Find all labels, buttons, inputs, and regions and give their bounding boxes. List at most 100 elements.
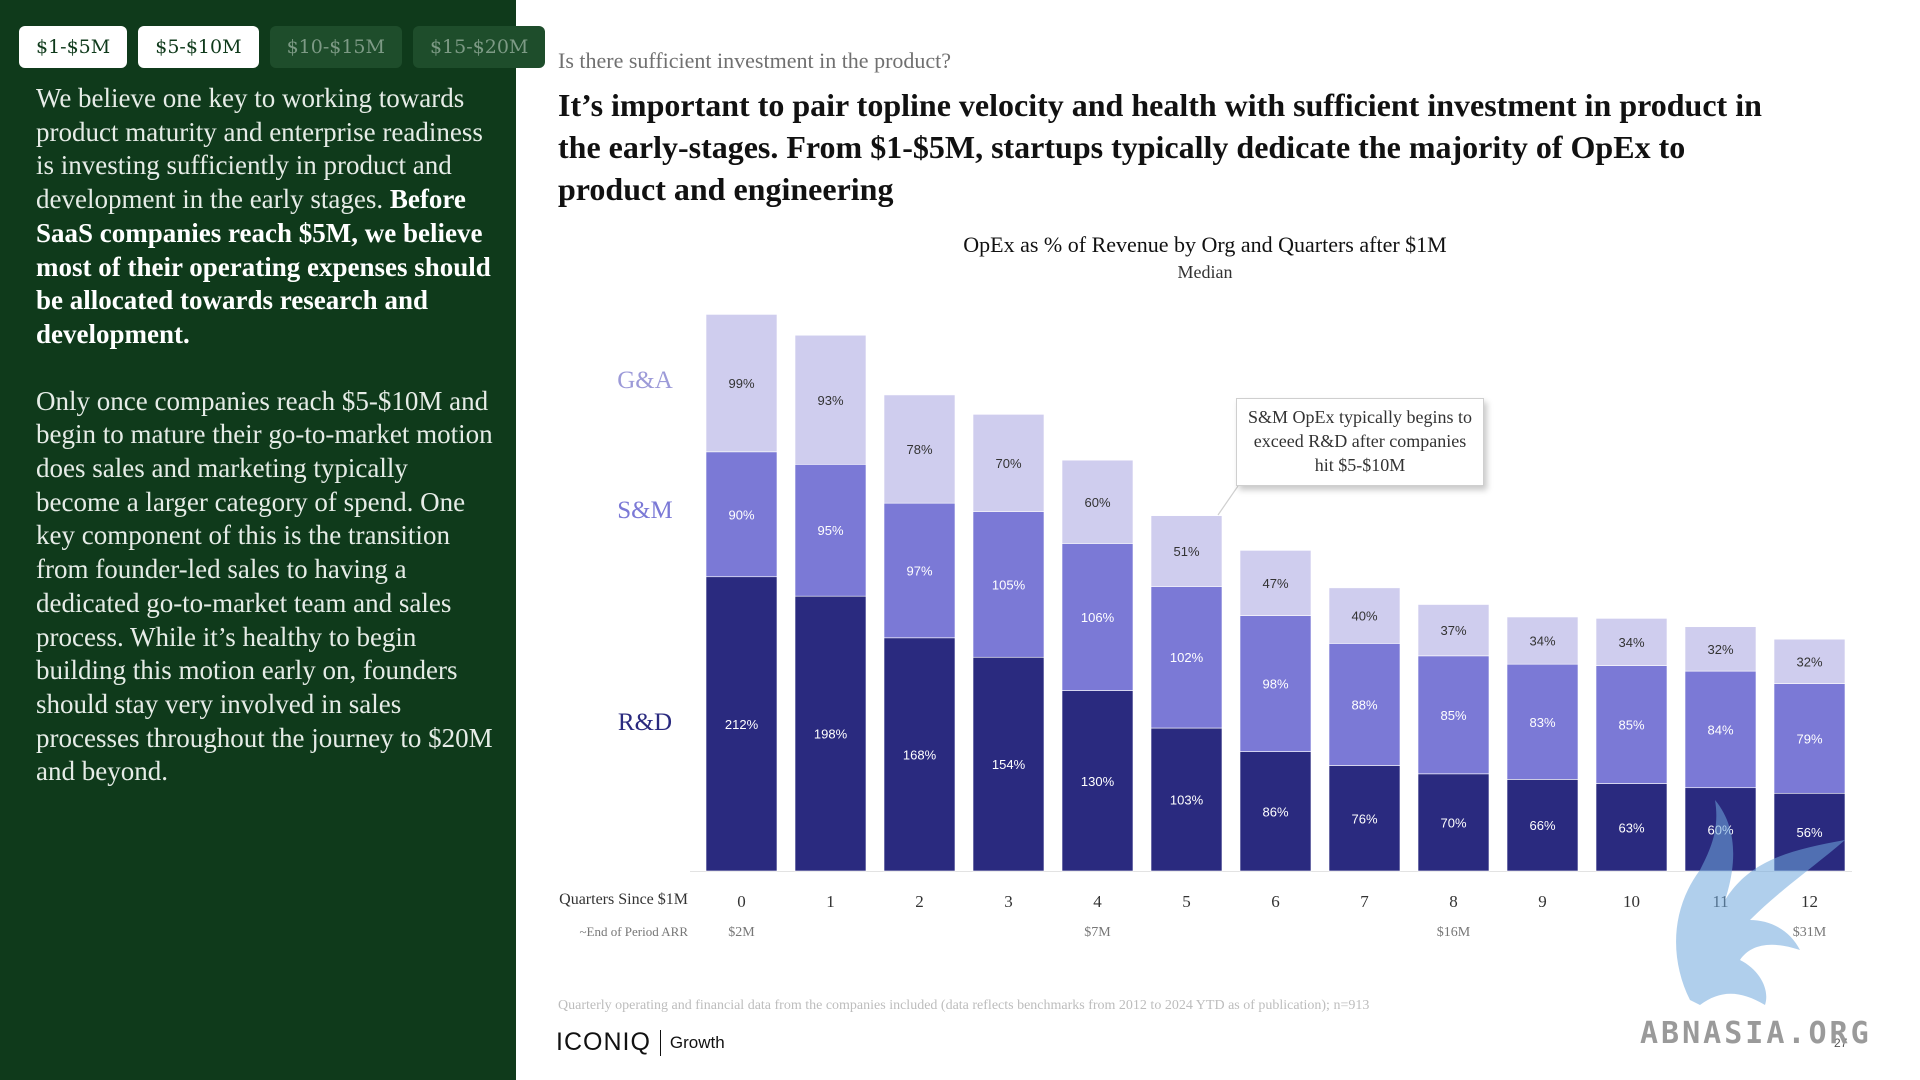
bar-ga-q3: [972, 414, 1045, 512]
bar-ga-q10: [1595, 618, 1668, 666]
x-tick-label: 9: [1538, 892, 1547, 911]
bar-sm-q6: [1239, 615, 1312, 752]
bar-ga-q11: [1684, 626, 1757, 672]
bar-ga-q0: [705, 314, 778, 453]
x-tick-label: 4: [1093, 892, 1102, 911]
data-label-sm-q4: 106%: [1081, 610, 1115, 625]
data-label-rd-q5: 103%: [1170, 793, 1204, 808]
bar-sm-q7: [1328, 643, 1401, 766]
data-label-ga-q4: 60%: [1084, 495, 1110, 510]
data-label-sm-q2: 97%: [906, 563, 932, 578]
x-tick-label: 0: [737, 892, 746, 911]
data-label-sm-q8: 85%: [1440, 708, 1466, 723]
page-number: 27: [1834, 1036, 1848, 1050]
data-label-rd-q12: 56%: [1796, 825, 1822, 840]
data-label-sm-q12: 79%: [1796, 731, 1822, 746]
bar-sm-q2: [883, 502, 956, 639]
data-label-sm-q1: 95%: [817, 523, 843, 538]
data-label-rd-q0: 212%: [725, 717, 759, 732]
bar-sm-q5: [1150, 586, 1223, 729]
data-label-rd-q6: 86%: [1262, 804, 1288, 819]
x-tick-label: 5: [1182, 892, 1191, 911]
page-headline: It’s important to pair topline velocity …: [558, 87, 1762, 207]
bar-sm-q1: [794, 464, 867, 597]
data-label-rd-q8: 70%: [1440, 815, 1466, 830]
tab-range-0[interactable]: $1-$5M: [19, 26, 128, 68]
data-label-rd-q3: 154%: [992, 757, 1026, 772]
tab-range-2[interactable]: $10-$15M: [269, 26, 402, 68]
callout-annotation: S&M OpEx typically begins to exceed R&D …: [1236, 398, 1484, 486]
data-label-ga-q8: 37%: [1440, 623, 1466, 638]
bar-ga-q8: [1417, 604, 1490, 657]
data-label-ga-q3: 70%: [995, 456, 1021, 471]
sidebar-paragraph-2: Only once companies reach $5-$10M and be…: [36, 385, 493, 787]
data-label-rd-q7: 76%: [1351, 811, 1377, 826]
logo-wordmark: ICONIQ: [556, 1028, 651, 1056]
iconiq-logo: ICONIQ Growth: [556, 1028, 725, 1057]
x-tick-label: 8: [1449, 892, 1458, 911]
data-label-ga-q9: 34%: [1529, 634, 1555, 649]
bar-ga-q2: [883, 394, 956, 504]
sidebar-p1-bold: Before SaaS companies reach $5M, we beli…: [36, 184, 491, 349]
arr-label: $31M: [1793, 925, 1827, 940]
data-label-ga-q0: 99%: [728, 376, 754, 391]
bar-rd-q1: [794, 595, 867, 872]
arr-tabs: $1-$5M $5-$10M $10-$15M $15-$20M: [19, 26, 546, 68]
arr-label: $16M: [1437, 925, 1471, 940]
data-label-rd-q4: 130%: [1081, 774, 1115, 789]
logo-divider: [659, 1029, 661, 1056]
bar-sm-q9: [1506, 663, 1579, 780]
griffin-watermark-icon: [1676, 800, 1845, 1005]
bar-rd-q2: [883, 637, 956, 872]
bar-rd-q4: [1061, 690, 1134, 872]
data-label-sm-q6: 98%: [1262, 677, 1288, 692]
bar-rd-q3: [972, 656, 1045, 872]
data-label-rd-q9: 66%: [1529, 818, 1555, 833]
chart-subtitle: Median: [1177, 262, 1233, 282]
bar-sm-q8: [1417, 655, 1490, 775]
bar-ga-q1: [794, 334, 867, 465]
bar-sm-q10: [1595, 665, 1668, 784]
tab-range-1[interactable]: $5-$10M: [138, 26, 259, 68]
footnote: Quarterly operating and financial data f…: [558, 998, 1370, 1013]
tab-range-3[interactable]: $15-$20M: [412, 26, 546, 68]
arr-label: $2M: [728, 925, 755, 940]
data-label-ga-q7: 40%: [1351, 609, 1377, 624]
bar-rd-q9: [1506, 779, 1579, 872]
bar-ga-q5: [1150, 515, 1223, 587]
sidebar-paragraph-1: We believe one key to working towards pr…: [36, 82, 496, 352]
data-label-sm-q11: 84%: [1707, 722, 1733, 737]
x-tick-label: 10: [1623, 892, 1640, 911]
sidebar: $1-$5M $5-$10M $10-$15M $15-$20M We believe…: [0, 0, 546, 1080]
section-question: Is there sufficient investment in the pr…: [558, 48, 952, 73]
bar-sm-q11: [1684, 670, 1757, 789]
bar-ga-q12: [1773, 638, 1846, 684]
x-tick-label: 2: [915, 892, 924, 911]
arr-label: $7M: [1084, 925, 1111, 940]
x-tick-label: 1: [826, 892, 835, 911]
bar-ga-q6: [1239, 550, 1312, 616]
bar-sm-q12: [1773, 683, 1846, 794]
data-label-ga-q11: 32%: [1707, 642, 1733, 657]
bar-ga-q9: [1506, 616, 1579, 665]
data-label-sm-q5: 102%: [1170, 650, 1204, 665]
x-tick-label: 12: [1801, 892, 1818, 911]
data-label-ga-q6: 47%: [1262, 576, 1288, 591]
data-label-rd-q10: 63%: [1618, 820, 1644, 835]
bar-rd-q0: [705, 576, 778, 872]
x-tick-label: 3: [1004, 892, 1013, 911]
legend-rd: R&D: [618, 709, 672, 736]
data-label-sm-q9: 83%: [1529, 715, 1555, 730]
logo-subtitle: Growth: [669, 1032, 725, 1052]
legend-ga: G&A: [617, 367, 673, 394]
x-tick-label: 7: [1360, 892, 1369, 911]
data-label-ga-q10: 34%: [1618, 635, 1644, 650]
bar-ga-q4: [1061, 459, 1134, 544]
bar-rd-q8: [1417, 773, 1490, 872]
legend-sm: S&M: [617, 497, 673, 524]
x-tick-label: 6: [1271, 892, 1280, 911]
data-label-sm-q0: 90%: [728, 507, 754, 522]
callout-pointer: [1217, 485, 1239, 516]
data-label-ga-q5: 51%: [1173, 544, 1199, 559]
